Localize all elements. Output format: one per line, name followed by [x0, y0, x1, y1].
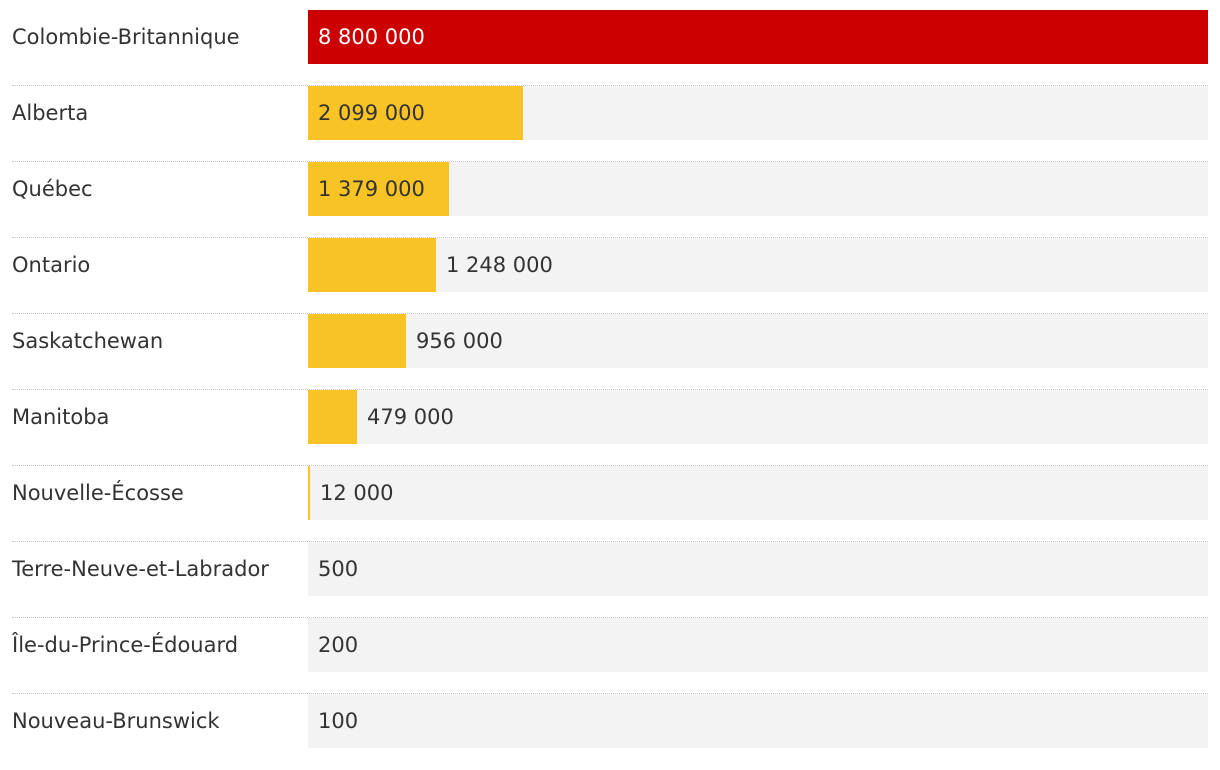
value-label: 2 099 000	[318, 101, 425, 125]
category-label: Terre-Neuve-et-Labrador	[12, 557, 269, 581]
value-label: 200	[318, 633, 359, 657]
row-divider	[12, 85, 1208, 86]
bar-row: Nouveau-Brunswick 100	[12, 694, 1208, 770]
bar	[308, 314, 406, 368]
category-label: Ontario	[12, 253, 91, 277]
bar-row: Terre-Neuve-et-Labrador 500	[12, 542, 1208, 618]
value-label: 1 379 000	[318, 177, 425, 201]
bar-row: Québec 1 379 000	[12, 162, 1208, 238]
value-label: 956 000	[416, 329, 503, 353]
bar-track: 12 000	[308, 466, 1208, 520]
bar-row: Ontario 1 248 000	[12, 238, 1208, 314]
value-label: 100	[318, 709, 359, 733]
bar	[308, 390, 357, 444]
value-label: 500	[318, 557, 359, 581]
value-label: 12 000	[320, 481, 394, 505]
bar-track: 479 000	[308, 390, 1208, 444]
bar-track: 100	[308, 694, 1208, 748]
category-label: Île-du-Prince-Édouard	[12, 633, 239, 657]
bar-track: 500	[308, 542, 1208, 596]
row-divider	[12, 465, 1208, 466]
bar	[308, 86, 523, 140]
row-divider	[12, 617, 1208, 618]
row-divider	[12, 313, 1208, 314]
bar	[308, 466, 310, 520]
value-label: 1 248 000	[446, 253, 553, 277]
bar-track: 2 099 000	[308, 86, 1208, 140]
bar-track: 8 800 000	[308, 10, 1208, 64]
bar-track: 1 248 000	[308, 238, 1208, 292]
bar-track: 1 379 000	[308, 162, 1208, 216]
bar-row: Manitoba 479 000	[12, 390, 1208, 466]
bar-row: Saskatchewan 956 000	[12, 314, 1208, 390]
bar	[308, 162, 449, 216]
category-label: Saskatchewan	[12, 329, 164, 353]
bar-row: Colombie-Britannique 8 800 000	[12, 10, 1208, 86]
bar-track: 956 000	[308, 314, 1208, 368]
row-divider	[12, 541, 1208, 542]
bar-row: Alberta 2 099 000	[12, 86, 1208, 162]
row-divider	[12, 693, 1208, 694]
value-label: 8 800 000	[318, 25, 425, 49]
bar-track: 200	[308, 618, 1208, 672]
row-divider	[12, 389, 1208, 390]
category-label: Alberta	[12, 101, 89, 125]
bar	[308, 10, 1208, 64]
bar-row: Île-du-Prince-Édouard 200	[12, 618, 1208, 694]
category-label: Manitoba	[12, 405, 110, 429]
bar-row: Nouvelle-Écosse 12 000	[12, 466, 1208, 542]
category-label: Nouveau-Brunswick	[12, 709, 220, 733]
category-label: Colombie-Britannique	[12, 25, 240, 49]
row-divider	[12, 161, 1208, 162]
category-label: Nouvelle-Écosse	[12, 481, 184, 505]
row-divider	[12, 237, 1208, 238]
category-label: Québec	[12, 177, 93, 201]
bar	[308, 238, 436, 292]
value-label: 479 000	[367, 405, 454, 429]
